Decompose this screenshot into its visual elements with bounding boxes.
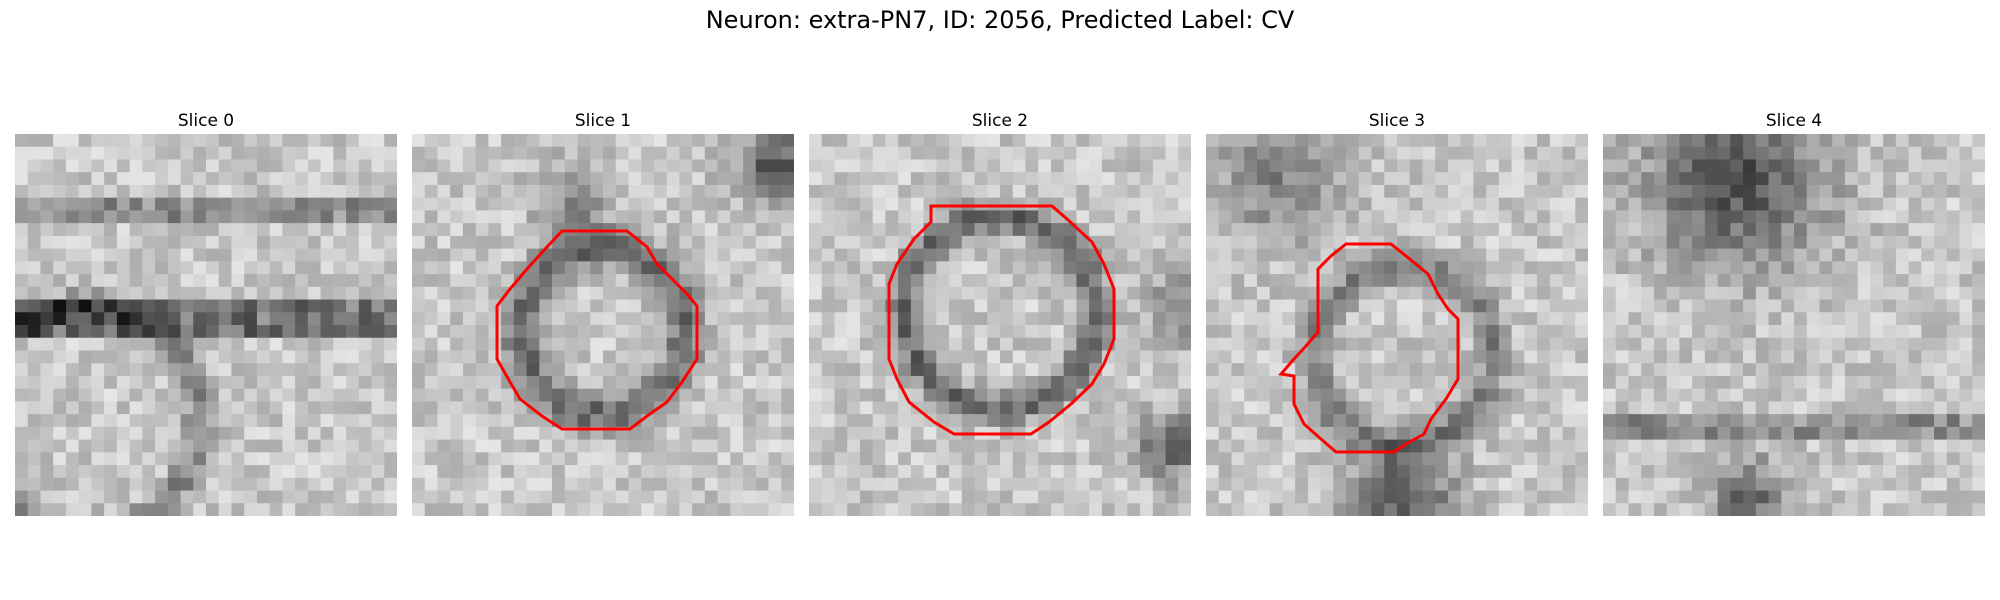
slice-title-2: Slice 2 [971, 111, 1029, 131]
slice-title-3: Slice 3 [1368, 111, 1426, 131]
slice-image-4 [1603, 134, 1985, 516]
slice-image-3 [1206, 134, 1588, 516]
slice-panel-2: Slice 2 [809, 108, 1191, 516]
slice-pixels-2 [809, 134, 1191, 516]
slice-pixels-1 [412, 134, 794, 516]
contour-1 [495, 229, 699, 431]
slice-pixels-3 [1206, 134, 1588, 516]
slice-image-1 [412, 134, 794, 516]
slice-image-2 [809, 134, 1191, 516]
slice-panel-1: Slice 1 [412, 108, 794, 516]
slice-pixels-4 [1603, 134, 1985, 516]
slice-pixels-0 [15, 134, 397, 516]
contour-3 [1278, 242, 1460, 454]
slice-title-1: Slice 1 [574, 111, 632, 131]
slice-panel-4: Slice 4 [1603, 108, 1985, 516]
slice-image-0 [15, 134, 397, 516]
slice-panel-0: Slice 0 [15, 108, 397, 516]
figure-title: Neuron: extra-PN7, ID: 2056, Predicted L… [705, 6, 1295, 34]
slice-title-0: Slice 0 [177, 111, 235, 131]
contour-2 [887, 204, 1116, 436]
slice-title-4: Slice 4 [1765, 111, 1823, 131]
slice-panel-3: Slice 3 [1206, 108, 1588, 516]
